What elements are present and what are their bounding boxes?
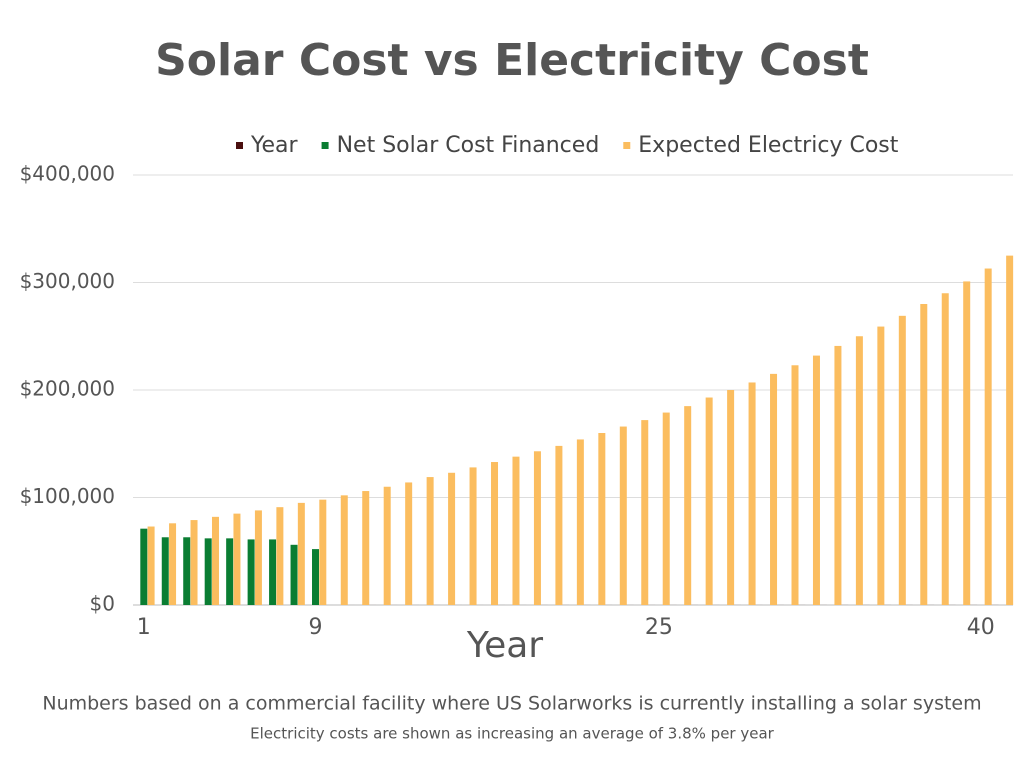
bar xyxy=(426,477,434,605)
bar xyxy=(233,513,241,605)
y-tick-label: $300,000 xyxy=(20,269,115,293)
bar xyxy=(791,365,799,605)
bar xyxy=(340,495,348,605)
bar xyxy=(748,382,756,605)
y-tick-label: $0 xyxy=(90,592,115,616)
bar xyxy=(555,445,563,605)
bar xyxy=(169,523,177,605)
bar xyxy=(834,345,842,605)
bar xyxy=(362,491,370,605)
bar xyxy=(147,526,155,605)
bar xyxy=(290,544,298,605)
bar xyxy=(920,304,928,605)
legend-label: Expected Electricy Cost xyxy=(638,133,898,158)
legend-swatch xyxy=(236,142,243,149)
bar xyxy=(269,539,277,605)
x-tick-label: 40 xyxy=(967,615,995,640)
bar xyxy=(276,507,284,605)
bar xyxy=(190,520,198,605)
bar xyxy=(405,482,413,605)
legend-swatch xyxy=(321,142,329,149)
bar xyxy=(770,373,778,605)
bar xyxy=(204,538,212,605)
bar xyxy=(512,456,520,605)
bar xyxy=(855,336,863,605)
note: Numbers based on a commercial facility w… xyxy=(42,693,981,715)
bar xyxy=(254,510,262,605)
bar xyxy=(684,406,692,605)
bar xyxy=(140,528,148,605)
bar xyxy=(877,326,885,605)
bar xyxy=(1006,255,1014,605)
bar xyxy=(161,537,169,605)
bar xyxy=(183,537,191,605)
bar xyxy=(247,539,255,605)
bar xyxy=(898,315,906,605)
bar xyxy=(812,355,820,605)
bar xyxy=(984,268,992,605)
legend-swatch xyxy=(623,142,631,149)
bar xyxy=(941,293,949,605)
bar xyxy=(963,281,971,605)
bar xyxy=(448,472,456,605)
y-tick-label: $100,000 xyxy=(20,484,115,508)
x-tick-label: 9 xyxy=(308,615,322,640)
bar xyxy=(211,516,219,605)
bar xyxy=(705,397,713,605)
note: Electricity costs are shown as increasin… xyxy=(250,725,775,743)
legend-label: Year xyxy=(250,133,299,158)
y-tick-label: $200,000 xyxy=(20,377,115,401)
bar xyxy=(312,549,320,605)
y-tick-label: $400,000 xyxy=(20,162,115,186)
chart-title: Solar Cost vs Electricity Cost xyxy=(155,35,869,86)
bar xyxy=(727,390,735,605)
x-axis-label: Year xyxy=(466,625,543,666)
bar xyxy=(319,499,327,605)
legend-label: Net Solar Cost Financed xyxy=(337,133,600,158)
bar xyxy=(469,467,477,605)
bar xyxy=(619,426,627,605)
x-tick-label: 1 xyxy=(137,615,151,640)
bar xyxy=(491,462,499,605)
bar xyxy=(641,420,649,605)
bar xyxy=(662,412,670,605)
bar xyxy=(297,502,305,605)
bar xyxy=(576,439,584,605)
x-tick-label: 25 xyxy=(645,615,673,640)
bar xyxy=(383,486,391,605)
bar xyxy=(533,451,541,605)
bar xyxy=(598,433,606,605)
bar xyxy=(226,538,234,605)
